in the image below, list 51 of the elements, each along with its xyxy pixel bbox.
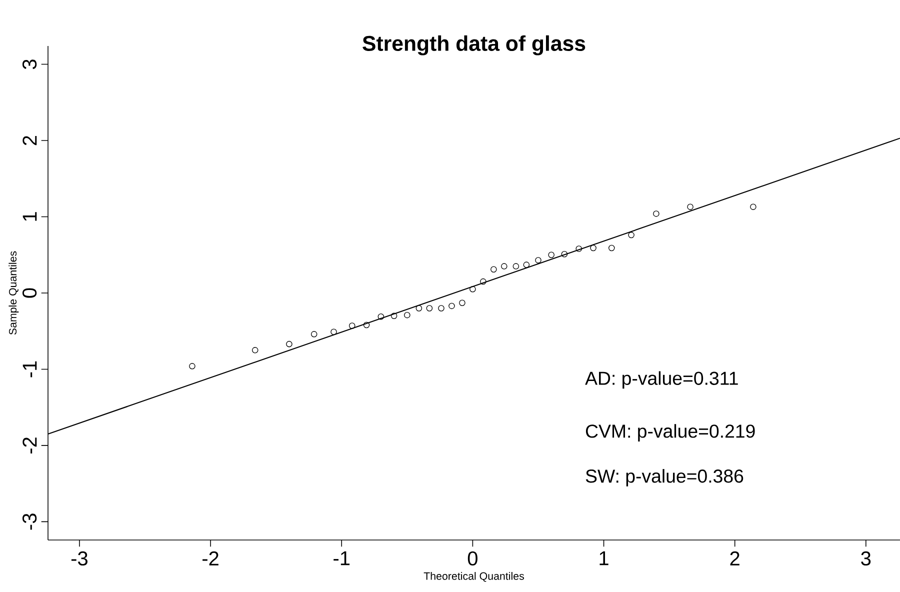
x-tick-label: -3	[71, 551, 88, 566]
y-tick-label: -2	[22, 438, 37, 454]
y-axis-title: Sample Quantiles	[8, 251, 19, 335]
point	[286, 340, 292, 348]
annotation: AD: p-value=0.311	[585, 371, 738, 389]
point	[576, 246, 582, 252]
x-tick-label: 3	[861, 551, 871, 566]
point	[561, 250, 568, 258]
x-axis-title: Theoretical Quantiles	[424, 572, 524, 582]
point	[687, 204, 694, 210]
chart-title: Strength data of glass	[362, 35, 586, 56]
y-tick-label: -1	[22, 361, 37, 378]
point	[490, 266, 497, 272]
y-tick-label: -3	[22, 514, 37, 530]
point	[512, 263, 520, 270]
point	[608, 244, 615, 252]
point	[470, 286, 476, 292]
x-tick-label: 0	[468, 551, 478, 566]
point	[189, 363, 196, 370]
annotation: CVM: p-value=0.219	[586, 424, 755, 442]
x-tick-label: 1	[600, 551, 608, 566]
point	[501, 263, 508, 270]
point	[590, 244, 596, 252]
point	[535, 257, 542, 264]
point	[348, 322, 356, 329]
x-tick-label: -1	[334, 551, 350, 566]
point	[750, 204, 756, 210]
point	[252, 347, 258, 354]
y-tick-label: 0	[22, 288, 37, 298]
annotation: SW: p-value=0.386	[586, 469, 744, 486]
point	[416, 305, 422, 312]
point	[426, 305, 433, 312]
point	[548, 252, 554, 258]
point	[628, 232, 634, 238]
point	[390, 312, 398, 319]
point	[523, 262, 530, 268]
y-tick-label: 1	[22, 212, 37, 221]
y-tick-label: 2	[22, 136, 37, 146]
point	[363, 322, 370, 328]
point	[459, 300, 466, 306]
point	[448, 302, 455, 310]
point	[310, 331, 318, 338]
x-tick-label: -2	[202, 551, 218, 566]
point	[480, 278, 486, 285]
point	[404, 312, 410, 318]
point	[330, 328, 337, 335]
point	[438, 305, 444, 312]
x-tick-label: 2	[730, 551, 740, 566]
point	[378, 313, 384, 320]
y-tick-label: 3	[22, 60, 37, 70]
point	[653, 210, 660, 217]
